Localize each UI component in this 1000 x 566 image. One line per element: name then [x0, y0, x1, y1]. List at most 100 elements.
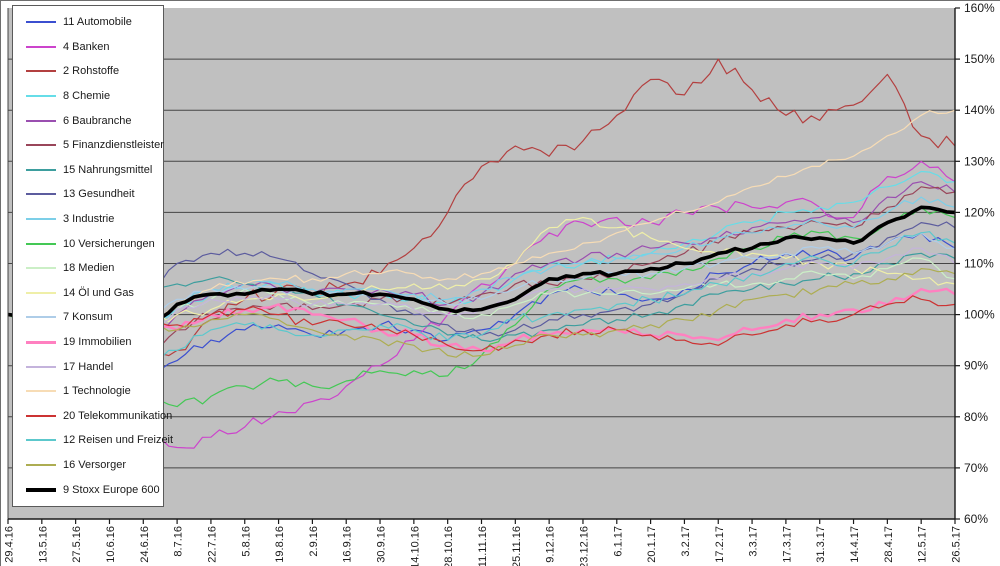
x-tick-label: 29.4.16: [4, 526, 16, 563]
legend-swatch-line: [26, 365, 56, 368]
x-tick-label: 12.5.17: [917, 526, 929, 563]
legend-item: 14 Öl und Gas: [13, 283, 163, 303]
legend-swatch-line: [26, 487, 56, 492]
legend: 11 Automobile 4 Banken 2 Rohstoffe 8 Chemie…: [12, 5, 173, 507]
y-tick-label: 130%: [964, 154, 995, 168]
x-tick-label: 25.11.16: [511, 526, 523, 566]
x-tick-label: 8.7.16: [173, 526, 185, 557]
legend-label: 8 Chemie: [63, 90, 111, 103]
legend-swatch-line: [26, 463, 56, 466]
y-tick-label: 100%: [964, 308, 995, 322]
legend-swatch-line: [26, 218, 56, 221]
legend-label: 4 Banken: [63, 40, 110, 53]
legend-swatch-line: [26, 267, 56, 270]
series-line-16-versorger: [8, 268, 955, 358]
legend-label: 11 Automobile: [63, 16, 132, 29]
legend-item: 11 Automobile: [13, 12, 163, 32]
legend-swatch-line: [26, 21, 56, 24]
series-line-9-stoxx-europe-600: [8, 205, 955, 337]
legend-swatch-line: [26, 119, 56, 122]
legend-swatch-line: [26, 242, 56, 245]
legend-label: 10 Versicherungen: [63, 237, 155, 250]
legend-swatch-line: [26, 340, 56, 344]
y-tick-label: 60%: [964, 512, 988, 526]
legend-item: 6 Baubranche: [13, 111, 163, 131]
legend-label: 3 Industrie: [63, 213, 115, 226]
x-tick-label: 16.9.16: [342, 526, 354, 563]
legend-label: 13 Gesundheit: [63, 188, 135, 201]
y-tick-label: 80%: [964, 410, 988, 424]
legend-item: 17 Handel: [13, 357, 163, 377]
legend-label: 15 Nahrungsmittel: [63, 163, 153, 176]
legend-label: 12 Reisen und Freizeit: [63, 434, 174, 447]
legend-item: 15 Nahrungsmittel: [13, 160, 163, 180]
legend-item: 10 Versicherungen: [13, 234, 163, 254]
legend-swatch-line: [26, 414, 56, 417]
x-tick-label: 6.1.17: [612, 526, 624, 557]
y-tick-label: 160%: [964, 1, 995, 15]
x-tick-label: 20.1.17: [646, 526, 658, 563]
x-tick-label: 31.3.17: [815, 526, 827, 563]
x-tick-label: 17.2.17: [714, 526, 726, 563]
x-tick-label: 22.7.16: [206, 526, 218, 563]
legend-item: 2 Rohstoffe: [13, 61, 163, 81]
legend-swatch-line: [26, 390, 56, 393]
x-tick-label: 3.3.17: [748, 526, 760, 557]
series-line-11-automobile: [8, 232, 955, 377]
legend-label: 17 Handel: [63, 360, 114, 373]
legend-swatch-line: [26, 95, 56, 98]
legend-swatch-line: [26, 316, 56, 319]
legend-item: 1 Technologie: [13, 381, 163, 401]
legend-swatch-line: [26, 291, 56, 294]
legend-label: 7 Konsum: [63, 311, 113, 324]
x-tick-label: 2.9.16: [308, 526, 320, 557]
legend-item: 19 Immobilien: [13, 332, 163, 352]
legend-label: 5 Finanzdienstleister: [63, 139, 164, 152]
legend-item: 4 Banken: [13, 37, 163, 57]
legend-label: 1 Technologie: [63, 385, 131, 398]
x-tick-label: 23.12.16: [578, 526, 590, 566]
x-tick-label: 3.2.17: [680, 526, 692, 557]
legend-label: 19 Immobilien: [63, 336, 132, 349]
legend-label: 9 Stoxx Europe 600: [63, 483, 160, 496]
series-line-3-industrie: [8, 196, 955, 341]
y-tick-label: 120%: [964, 205, 995, 219]
x-tick-label: 30.9.16: [376, 526, 388, 563]
legend-label: 20 Telekommunikation: [63, 409, 173, 422]
legend-item: 16 Versorger: [13, 455, 163, 475]
y-tick-label: 140%: [964, 103, 995, 117]
legend-item: 5 Finanzdienstleister: [13, 135, 164, 155]
series-line-12-reisen-und-freizeit: [8, 231, 955, 367]
x-tick-label: 27.5.16: [71, 526, 83, 563]
series-line-14-l-und-gas: [8, 216, 955, 326]
x-tick-label: 19.8.16: [274, 526, 286, 563]
legend-item: 3 Industrie: [13, 209, 163, 229]
legend-item: 18 Medien: [13, 258, 163, 278]
x-tick-label: 17.3.17: [781, 526, 793, 563]
x-tick-label: 14.4.17: [849, 526, 861, 563]
legend-swatch-line: [26, 439, 56, 442]
legend-item: 20 Telekommunikation: [13, 406, 172, 426]
x-tick-label: 9.12.16: [545, 526, 557, 563]
y-tick-label: 70%: [964, 461, 988, 475]
legend-item: 8 Chemie: [13, 86, 163, 106]
series-line-4-banken: [8, 160, 955, 449]
y-tick-label: 90%: [964, 359, 988, 373]
legend-label: 18 Medien: [63, 262, 115, 275]
x-tick-label: 24.6.16: [139, 526, 151, 563]
legend-label: 16 Versorger: [63, 458, 126, 471]
y-tick-label: 150%: [964, 52, 995, 66]
x-tick-label: 5.8.16: [240, 526, 252, 557]
legend-item: 9 Stoxx Europe 600: [13, 480, 163, 500]
legend-label: 2 Rohstoffe: [63, 65, 120, 78]
legend-label: 6 Baubranche: [63, 114, 132, 127]
legend-item: 7 Konsum: [13, 307, 163, 327]
y-tick-label: 110%: [964, 257, 994, 271]
series-line-7-konsum: [8, 232, 955, 331]
x-tick-label: 28.10.16: [443, 526, 455, 566]
x-tick-label: 10.6.16: [105, 526, 117, 563]
legend-item: 13 Gesundheit: [13, 184, 163, 204]
x-tick-label: 28.4.17: [883, 526, 895, 563]
legend-swatch-line: [26, 193, 56, 196]
